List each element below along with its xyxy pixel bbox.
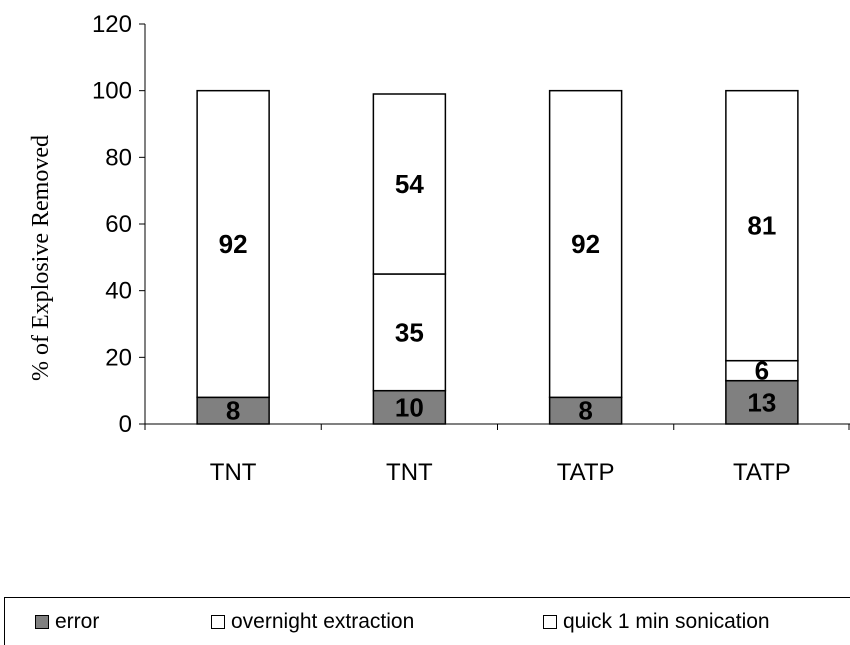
bar-segment-error (548, 396, 623, 425)
legend-item-overnight-extraction: overnight extraction (211, 610, 414, 634)
legend-swatch-error (35, 614, 49, 629)
y-axis-label: % of Explosive Removed (28, 135, 54, 381)
stacked-bar-chart: 0 20 40 60 80 100 120 TNT TNT TATP TATP 8 92 10 35 54… (28, 11, 850, 486)
legend-item-quick-sonication: quick 1 min sonication (543, 610, 770, 634)
bar-segment-error (196, 396, 270, 425)
legend-label-overnight: overnight extraction (231, 609, 415, 633)
legend: error overnight extraction quick 1 min s… (4, 597, 850, 645)
bar-segment-quick-1-min-sonication (372, 93, 447, 275)
legend-label-error: error (55, 609, 100, 633)
y-tick-label: 0 (119, 411, 132, 438)
bar-segment-quick-1-min-sonication (725, 89, 799, 362)
bar-segment-quick-1-min-sonication (196, 89, 270, 399)
bar-segment-error (372, 389, 447, 425)
y-tick-label: 20 (105, 344, 132, 371)
x-category-label: TNT (210, 459, 257, 486)
data-label: 81 (747, 211, 776, 241)
legend-swatch-quick (543, 614, 557, 629)
y-axis: 0 20 40 60 80 100 120 (92, 11, 146, 438)
x-category-label: TATP (733, 459, 791, 486)
legend-swatch-overnight (211, 614, 225, 629)
legend-label-quick: quick 1 min sonication (563, 609, 770, 633)
y-tick-label: 120 (92, 11, 132, 38)
data-label: 92 (571, 229, 600, 259)
y-tick-label: 80 (105, 144, 132, 171)
y-tick-label: 100 (92, 78, 132, 105)
legend-item-error: error (35, 610, 99, 634)
x-category-label: TNT (386, 459, 433, 486)
y-tick-label: 40 (105, 278, 132, 305)
bar-segment-quick-1-min-sonication (548, 89, 623, 399)
data-label: 13 (747, 387, 776, 417)
y-tick-label: 60 (105, 211, 132, 238)
data-label: 54 (395, 169, 424, 199)
data-label: 6 (755, 356, 769, 386)
bars-group (196, 89, 799, 425)
data-label: 8 (226, 396, 240, 426)
x-category-label: TATP (557, 459, 615, 486)
bar-segment-overnight-extraction (372, 273, 447, 392)
bar-segment-error (725, 379, 799, 425)
data-label: 10 (395, 392, 424, 422)
data-label: 8 (578, 396, 592, 426)
x-axis: TNT TNT TATP TATP (144, 423, 850, 486)
data-labels-group: 8 92 10 35 54 8 92 136 81 (219, 169, 777, 426)
data-label: 35 (395, 317, 424, 347)
data-label: 92 (219, 229, 248, 259)
